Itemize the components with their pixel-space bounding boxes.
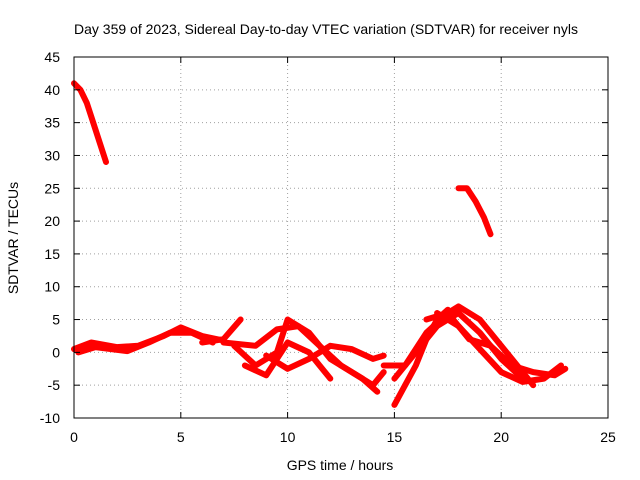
series-arc-4 — [75, 329, 216, 356]
y-tick-label: -10 — [40, 410, 60, 426]
y-tick-label: -5 — [48, 377, 61, 393]
y-tick-label: 5 — [52, 312, 60, 328]
tick-layer: 0 5 10 15 20 25 -10 -5 0 5 10 15 20 25 30 35 40 45 — [40, 49, 616, 445]
plot-frame — [73, 56, 609, 419]
y-tick-label: 20 — [44, 213, 60, 229]
x-tick-label: 10 — [280, 429, 296, 445]
y-tick-label: 10 — [44, 279, 60, 295]
series-arc-14 — [434, 310, 564, 385]
grid-layer — [74, 57, 608, 418]
series-arc-1 — [71, 80, 109, 165]
series-arc-7 — [220, 323, 381, 395]
chart-title: Day 359 of 2023, Sidereal Day-to-day VTE… — [74, 21, 578, 37]
y-axis-label: SDTVAR / TECUs — [5, 182, 21, 294]
y-tick-label: 40 — [44, 82, 60, 98]
series-arc-9 — [263, 342, 387, 372]
x-tick-label: 5 — [177, 429, 185, 445]
y-tick-label: 45 — [44, 49, 60, 65]
x-tick-label: 20 — [493, 429, 509, 445]
series-arc-8 — [241, 339, 334, 382]
y-tick-label: 0 — [52, 344, 60, 360]
x-tick-label: 15 — [387, 429, 403, 445]
x-axis-label: GPS time / hours — [287, 457, 394, 473]
y-tick-label: 30 — [44, 147, 60, 163]
series-arc-5 — [199, 316, 244, 346]
y-tick-label: 35 — [44, 115, 60, 131]
x-tick-label: 0 — [70, 429, 78, 445]
series-arc-2 — [455, 185, 494, 238]
y-tick-label: 25 — [44, 180, 60, 196]
series-layer — [71, 80, 569, 408]
y-tick-label: 15 — [44, 246, 60, 262]
x-tick-label: 25 — [600, 429, 616, 445]
